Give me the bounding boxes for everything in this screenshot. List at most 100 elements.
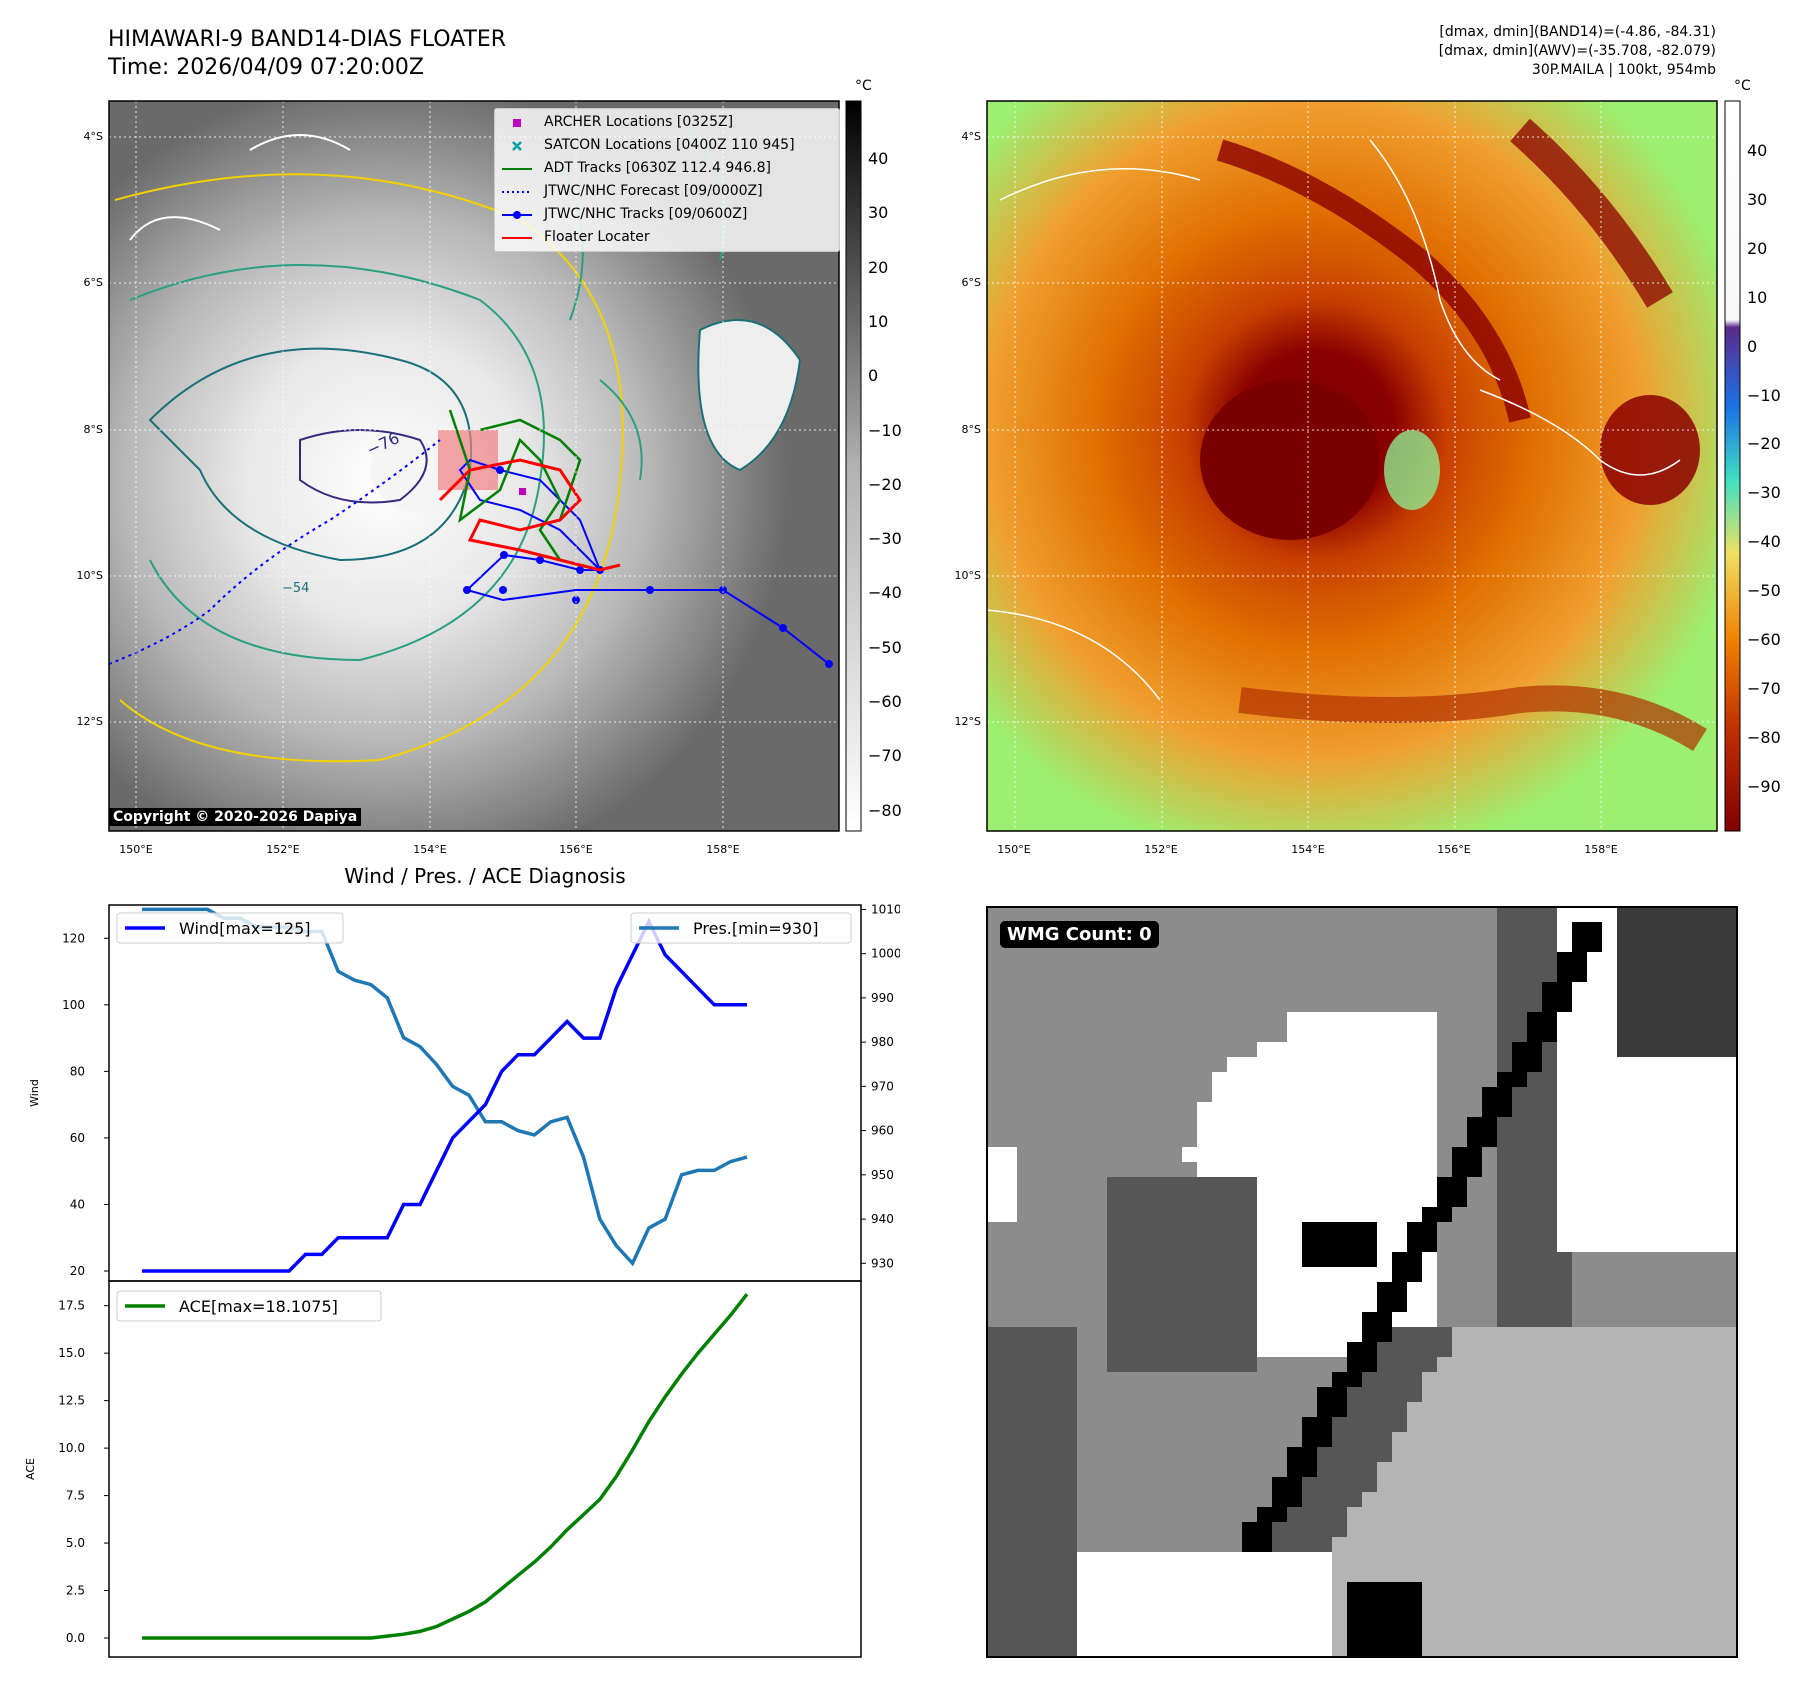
wmg-cell (1467, 1282, 1483, 1298)
wmg-cell (1512, 1042, 1528, 1058)
wmg-cell (987, 1192, 1003, 1208)
map-lat-label: 4°S (961, 130, 981, 143)
wmg-cell (1692, 1582, 1708, 1598)
legend-entry: JTWC/NHC Forecast [09/0000Z] (500, 181, 840, 203)
wmg-cell (1527, 967, 1543, 983)
wmg-cell (1527, 1012, 1543, 1028)
wmg-cell (1467, 1477, 1483, 1493)
wmg-cell (1647, 997, 1663, 1013)
wmg-cell (1062, 1642, 1078, 1658)
wmg-cell (1662, 1417, 1678, 1433)
wmg-cell (1227, 967, 1243, 983)
wmg-cell (1707, 1027, 1723, 1043)
wmg-cell (1542, 1597, 1558, 1613)
legend-entry: Floater Locater (500, 227, 840, 249)
wmg-cell (1422, 1417, 1438, 1433)
wmg-cell (1362, 1627, 1378, 1643)
wmg-cell (1437, 1117, 1453, 1133)
wmg-cell (1392, 1237, 1408, 1253)
wmg-cell (1467, 1492, 1483, 1508)
wmg-cell (1407, 1342, 1423, 1358)
wmg-cell (1287, 1252, 1303, 1268)
wmg-cell (1662, 1627, 1678, 1643)
wmg-cell (1197, 1027, 1213, 1043)
wmg-cell (1332, 937, 1348, 953)
wmg-cell (1422, 1507, 1438, 1523)
wmg-cell (1647, 1432, 1663, 1448)
wmg-cell (1227, 997, 1243, 1013)
wmg-cell (1092, 1447, 1108, 1463)
wmg-cell (1692, 1057, 1708, 1073)
wmg-cell (1017, 1327, 1033, 1343)
wmg-cell (1407, 1462, 1423, 1478)
wmg-cell (1422, 937, 1438, 953)
legend-swatch (502, 211, 532, 219)
wmg-cell (1497, 1372, 1513, 1388)
wmg-cell (1362, 1492, 1378, 1508)
wmg-cell (1707, 1327, 1723, 1343)
wmg-cell (1692, 1447, 1708, 1463)
wmg-cell (1137, 1132, 1153, 1148)
wmg-cell (1467, 1372, 1483, 1388)
wmg-cell (1122, 1417, 1138, 1433)
wmg-cell (1437, 937, 1453, 953)
wmg-cell (1317, 1297, 1333, 1313)
wmg-cell (1047, 1447, 1063, 1463)
wmg-cell (1572, 1372, 1588, 1388)
wmg-cell (1392, 1102, 1408, 1118)
wmg-cell (1107, 952, 1123, 968)
wmg-cell (1302, 922, 1318, 938)
wmg-cell (1632, 1462, 1648, 1478)
wmg-cell (1137, 1087, 1153, 1103)
wmg-cell (1017, 1552, 1033, 1568)
wmg-cell (1572, 1207, 1588, 1223)
wmg-cell (1662, 1372, 1678, 1388)
wmg-cell (1047, 1342, 1063, 1358)
wmg-cell (1392, 1132, 1408, 1148)
wmg-cell (1347, 1462, 1363, 1478)
wmg-cell (1362, 1012, 1378, 1028)
wmg-cell (1242, 1042, 1258, 1058)
wmg-cell (1212, 982, 1228, 998)
wmg-cell (1557, 1117, 1573, 1133)
wmg-cell (1092, 1522, 1108, 1538)
wmg-cell (1302, 1582, 1318, 1598)
wmg-cell (1572, 1192, 1588, 1208)
awv-colorbar (1724, 100, 1741, 832)
wmg-cell (1077, 1462, 1093, 1478)
wmg-cell (1272, 937, 1288, 953)
wmg-cell (1632, 1477, 1648, 1493)
wmg-cell (1062, 1042, 1078, 1058)
wmg-cell (1122, 1312, 1138, 1328)
pressure-tick-label: 1000 (871, 947, 900, 961)
wmg-cell (1287, 1222, 1303, 1238)
wmg-cell (1302, 1477, 1318, 1493)
wmg-cell (1542, 1237, 1558, 1253)
wmg-cell (1572, 937, 1588, 953)
wmg-cell (1137, 1012, 1153, 1028)
wmg-cell (987, 1117, 1003, 1133)
wmg-cell (1482, 937, 1498, 953)
wmg-cell (1527, 1057, 1543, 1073)
wmg-cell (1407, 1387, 1423, 1403)
wmg-cell (987, 1612, 1003, 1628)
wmg-cell (1497, 1042, 1513, 1058)
wmg-cell (1107, 1222, 1123, 1238)
wmg-cell (1227, 907, 1243, 923)
wmg-cell (1602, 1267, 1618, 1283)
wmg-cell (1512, 922, 1528, 938)
wmg-cell (1377, 1072, 1393, 1088)
wmg-cell (1227, 1387, 1243, 1403)
ir-colorbar-unit: °C (855, 78, 872, 94)
wmg-cell (1122, 1057, 1138, 1073)
wmg-cell (987, 1597, 1003, 1613)
wmg-cell (1047, 1222, 1063, 1238)
wmg-cell (1302, 1147, 1318, 1163)
wmg-cell (1332, 1027, 1348, 1043)
wmg-cell (1107, 1177, 1123, 1193)
wmg-cell (1722, 1612, 1738, 1628)
wmg-cell (987, 1462, 1003, 1478)
wmg-cell (1542, 952, 1558, 968)
wmg-cell (1392, 967, 1408, 983)
wmg-cell (1077, 1012, 1093, 1028)
